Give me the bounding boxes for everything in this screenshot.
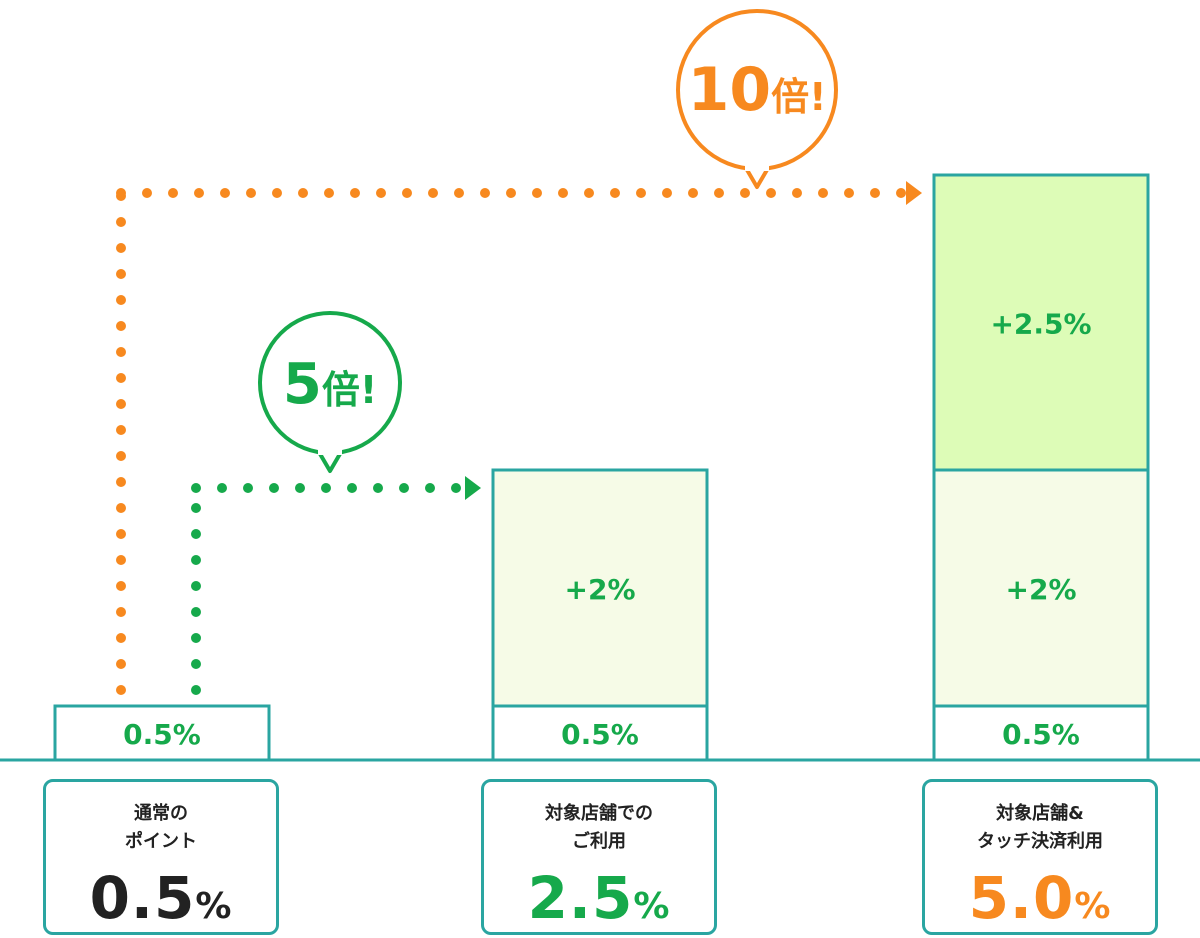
multiplier-number: 5 bbox=[283, 352, 322, 417]
category-total-unit: % bbox=[1074, 886, 1112, 927]
category-label-line1: 通常の bbox=[134, 803, 188, 824]
category-total: 0.5% bbox=[46, 864, 276, 932]
category-label-text: 対象店舗& タッチ決済利用 bbox=[925, 800, 1155, 856]
bar-segment-label: 0.5% bbox=[1002, 718, 1080, 751]
category-total-unit: % bbox=[633, 886, 671, 927]
category-total: 5.0% bbox=[925, 864, 1155, 932]
bar-segment-label: +2.5% bbox=[990, 308, 1091, 341]
category-label-touch: 対象店舗& タッチ決済利用 5.0% bbox=[922, 779, 1158, 935]
bar-segment-label: 0.5% bbox=[561, 718, 639, 751]
speech-bubble-joint bbox=[745, 163, 769, 171]
multiplier-number: 10 bbox=[688, 55, 772, 125]
arrow-head-icon bbox=[906, 181, 922, 205]
category-total-unit: % bbox=[195, 886, 233, 927]
arrow-head-icon bbox=[465, 476, 481, 500]
bar-segment bbox=[932, 173, 1150, 472]
category-label-text: 対象店舗での ご利用 bbox=[484, 800, 714, 856]
category-total-value: 2.5 bbox=[527, 864, 634, 932]
category-label-line1: 対象店舗& bbox=[996, 803, 1084, 824]
bar-segment bbox=[491, 468, 709, 708]
bar-segment-label: 0.5% bbox=[123, 718, 201, 751]
category-label-store: 対象店舗での ご利用 2.5% bbox=[481, 779, 717, 935]
category-label-line2: タッチ決済利用 bbox=[977, 831, 1103, 852]
category-label-text: 通常の ポイント bbox=[46, 800, 276, 856]
multiplier-label: 5倍! bbox=[283, 352, 377, 417]
multiplier-suffix: 倍! bbox=[322, 368, 377, 412]
bar-segment bbox=[932, 704, 1150, 762]
bar-segment bbox=[53, 704, 271, 762]
bar-segment bbox=[932, 468, 1150, 708]
category-total-value: 0.5 bbox=[89, 864, 196, 932]
category-label-line2: ポイント bbox=[125, 831, 197, 852]
category-label-normal: 通常のポイント 0.5% bbox=[43, 779, 279, 935]
bar-segment-label: +2% bbox=[565, 573, 636, 606]
category-label-line1: 対象店舗での bbox=[545, 803, 653, 824]
category-total: 2.5% bbox=[484, 864, 714, 932]
category-label-line2: ご利用 bbox=[572, 831, 626, 852]
category-total-value: 5.0 bbox=[968, 864, 1075, 932]
bar-segment bbox=[491, 704, 709, 762]
multiplier-label: 10倍! bbox=[688, 55, 827, 125]
bar-segment-label: +2% bbox=[1006, 573, 1077, 606]
speech-bubble-joint bbox=[318, 447, 342, 455]
multiplier-suffix: 倍! bbox=[771, 75, 826, 119]
